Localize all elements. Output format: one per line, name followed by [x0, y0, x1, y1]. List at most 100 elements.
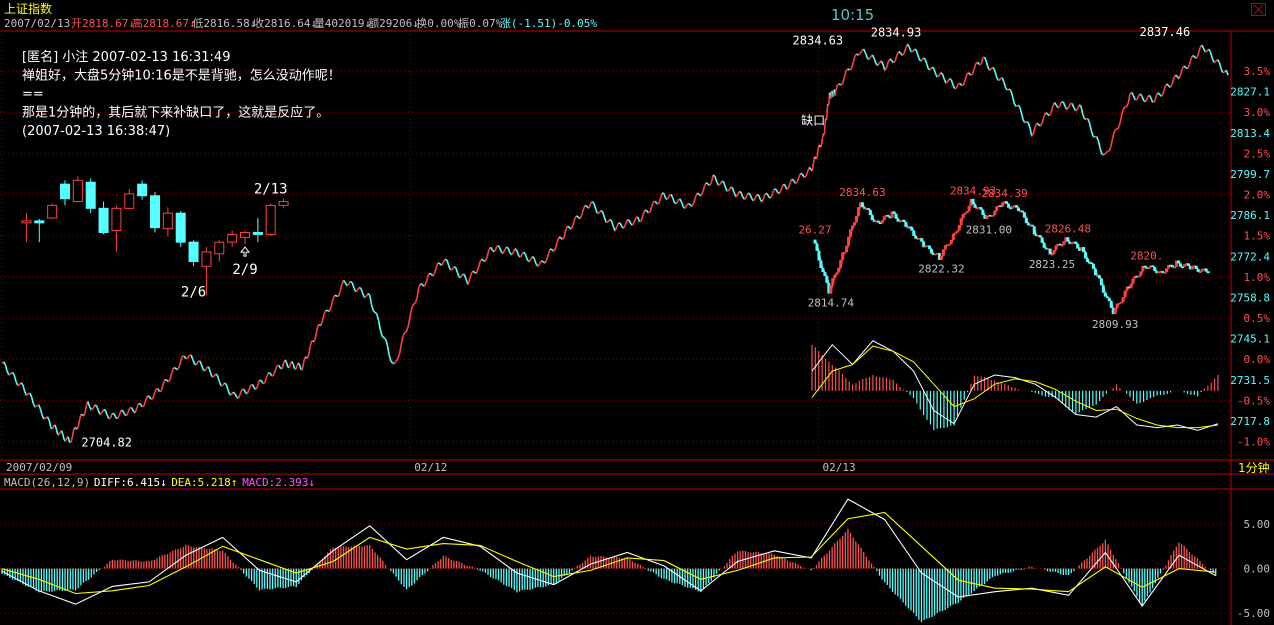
price-segment-380 [642, 210, 646, 216]
intraday-label-9: 2809.93 [1092, 318, 1138, 331]
price-segment-224 [369, 295, 373, 305]
price-segment-228 [376, 313, 380, 321]
price-segment-214 [351, 282, 355, 289]
price-segment-401 [679, 198, 683, 203]
price-segment-431 [731, 187, 735, 193]
price-segment-66 [104, 409, 108, 416]
price-segment-638 [1045, 112, 1049, 115]
intraday-bar-170 [1149, 265, 1153, 268]
price-segment-569 [924, 58, 928, 65]
price-segment-94 [153, 388, 157, 395]
daily-candle-inset: 2/6 2/9 2/13 [21, 176, 289, 300]
price-segment-643 [1053, 102, 1058, 106]
y-tick-pct-6: 0.5% [1244, 312, 1271, 325]
intraday-bar-154 [1117, 302, 1121, 305]
price-segment-12 [22, 385, 26, 392]
price-segment-203 [332, 294, 336, 300]
price-segment-648 [1062, 101, 1066, 107]
price-segment-699 [1152, 101, 1155, 104]
price-segment-574 [932, 68, 937, 74]
macd-legend-1: DIFF:6.415↓ [94, 476, 167, 489]
daily-label-2: 2/13 [254, 182, 288, 198]
macd-legend-2: DEA:5.218↑ [171, 476, 237, 489]
price-segment-347 [584, 204, 588, 208]
price-segment-659 [1081, 113, 1086, 120]
price-segment-396 [670, 194, 674, 199]
price-segment-729 [1204, 50, 1208, 53]
price-segment-582 [947, 78, 951, 83]
price-segment-687 [1130, 91, 1135, 96]
intraday-bar-133 [1076, 244, 1080, 249]
y-tick-pct-3: 2.0% [1244, 189, 1271, 202]
intraday-bar-173 [1155, 271, 1159, 274]
price-segment-525 [847, 68, 851, 71]
intraday-bar-79 [969, 198, 973, 206]
period-label[interactable]: 1分钟 [1238, 460, 1270, 475]
price-segment-365 [616, 222, 620, 228]
price-segment-321 [539, 260, 543, 264]
intraday-bar-191 [1190, 265, 1194, 270]
intraday-label-0: 26.27 [798, 224, 831, 237]
price-segment-125 [207, 366, 212, 373]
price-segment-250 [414, 297, 418, 304]
price-segment-382 [645, 209, 649, 214]
price-segment-523 [843, 70, 847, 78]
price-segment-625 [1022, 119, 1026, 124]
price-segment-421 [714, 175, 718, 182]
price-segment-111 [183, 355, 187, 360]
price-segment-629 [1029, 128, 1033, 137]
price-segment-572 [929, 66, 933, 71]
macd-y-axis: 5.00 0.00 -5.00 [0, 518, 1270, 620]
price-segment-556 [901, 53, 905, 56]
intraday-bar-71 [953, 232, 957, 235]
price-segment-389 [658, 197, 662, 204]
price-segment-526 [849, 68, 852, 71]
price-segment-84 [136, 403, 140, 409]
price-segment-451 [766, 193, 770, 198]
intraday-bar-10 [833, 274, 837, 279]
price-segment-175 [292, 363, 296, 369]
intraday-bar-60 [932, 253, 935, 256]
intraday-bar-172 [1153, 267, 1157, 272]
price-segment-471 [801, 173, 805, 178]
price-segment-429 [728, 186, 732, 191]
price-segment-99 [162, 379, 166, 385]
price-segment-91 [148, 395, 152, 400]
price-segment-26 [46, 416, 51, 422]
price-segment-334 [561, 236, 565, 240]
header-stat-8: 振0.07% [458, 16, 502, 30]
x-tick-2: 02/13 [823, 461, 856, 474]
intraday-bar-137 [1084, 252, 1088, 259]
price-segment-704 [1160, 92, 1164, 97]
price-segment-402 [680, 201, 685, 208]
intraday-bar-167 [1143, 265, 1147, 268]
price-segment-594 [968, 72, 972, 76]
intraday-bar-112 [1034, 234, 1038, 237]
x-tick-0: 2007/02/09 [6, 461, 72, 474]
price-segment-27 [48, 420, 52, 429]
intraday-bar-148 [1105, 296, 1109, 299]
intraday-bar-82 [975, 207, 979, 210]
price-segment-169 [284, 359, 288, 364]
price-segment-619 [1011, 96, 1016, 104]
intraday-bar-153 [1115, 303, 1119, 308]
candle-body-12 [175, 212, 186, 243]
price-segment-83 [134, 407, 138, 414]
price-segment-519 [836, 83, 840, 86]
intraday-bar-199 [1206, 271, 1210, 274]
candle-body-5 [85, 181, 96, 209]
price-segment-443 [752, 197, 756, 202]
intraday-bar-197 [1202, 268, 1206, 271]
intraday-bar-190 [1188, 265, 1192, 270]
intraday-bar-80 [971, 198, 975, 205]
price-segment-322 [541, 260, 544, 263]
price-segment-153 [256, 380, 261, 387]
price-segment-435 [738, 190, 742, 194]
price-segment-191 [313, 337, 317, 342]
y-tick-price-3: 2786.1 [1230, 209, 1270, 222]
price-segment-554 [898, 50, 901, 54]
price-segment-48 [76, 424, 80, 430]
price-segment-613 [1001, 77, 1005, 82]
price-segment-231 [381, 335, 385, 339]
close-button[interactable] [1251, 3, 1266, 16]
